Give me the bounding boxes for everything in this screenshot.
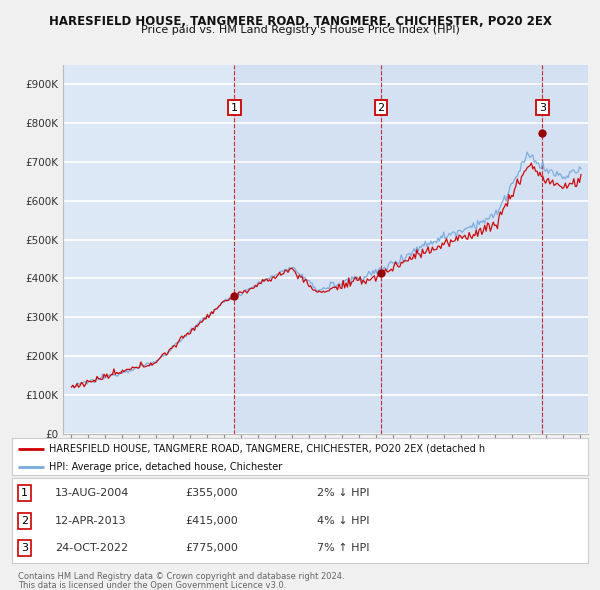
Text: £355,000: £355,000: [185, 489, 238, 499]
Bar: [542, 65, 588, 434]
Text: 2: 2: [21, 516, 28, 526]
Bar: [381, 65, 542, 434]
Text: £775,000: £775,000: [185, 543, 238, 553]
Text: HARESFIELD HOUSE, TANGMERE ROAD, TANGMERE, CHICHESTER, PO20 2EX (detached h: HARESFIELD HOUSE, TANGMERE ROAD, TANGMER…: [49, 444, 485, 454]
Text: 1: 1: [21, 489, 28, 499]
Text: 24-OCT-2022: 24-OCT-2022: [55, 543, 128, 553]
Text: £415,000: £415,000: [185, 516, 238, 526]
Text: This data is licensed under the Open Government Licence v3.0.: This data is licensed under the Open Gov…: [18, 581, 286, 590]
Text: 13-AUG-2004: 13-AUG-2004: [55, 489, 130, 499]
Text: Price paid vs. HM Land Registry's House Price Index (HPI): Price paid vs. HM Land Registry's House …: [140, 25, 460, 35]
Text: 2% ↓ HPI: 2% ↓ HPI: [317, 489, 370, 499]
Text: HPI: Average price, detached house, Chichester: HPI: Average price, detached house, Chic…: [49, 462, 283, 472]
Text: 1: 1: [231, 103, 238, 113]
Text: Contains HM Land Registry data © Crown copyright and database right 2024.: Contains HM Land Registry data © Crown c…: [18, 572, 344, 581]
Text: 3: 3: [21, 543, 28, 553]
Text: HARESFIELD HOUSE, TANGMERE ROAD, TANGMERE, CHICHESTER, PO20 2EX: HARESFIELD HOUSE, TANGMERE ROAD, TANGMER…: [49, 15, 551, 28]
Text: 7% ↑ HPI: 7% ↑ HPI: [317, 543, 370, 553]
Bar: [235, 65, 381, 434]
Text: 12-APR-2013: 12-APR-2013: [55, 516, 127, 526]
Text: 3: 3: [539, 103, 546, 113]
Text: 4% ↓ HPI: 4% ↓ HPI: [317, 516, 370, 526]
Text: 2: 2: [377, 103, 385, 113]
